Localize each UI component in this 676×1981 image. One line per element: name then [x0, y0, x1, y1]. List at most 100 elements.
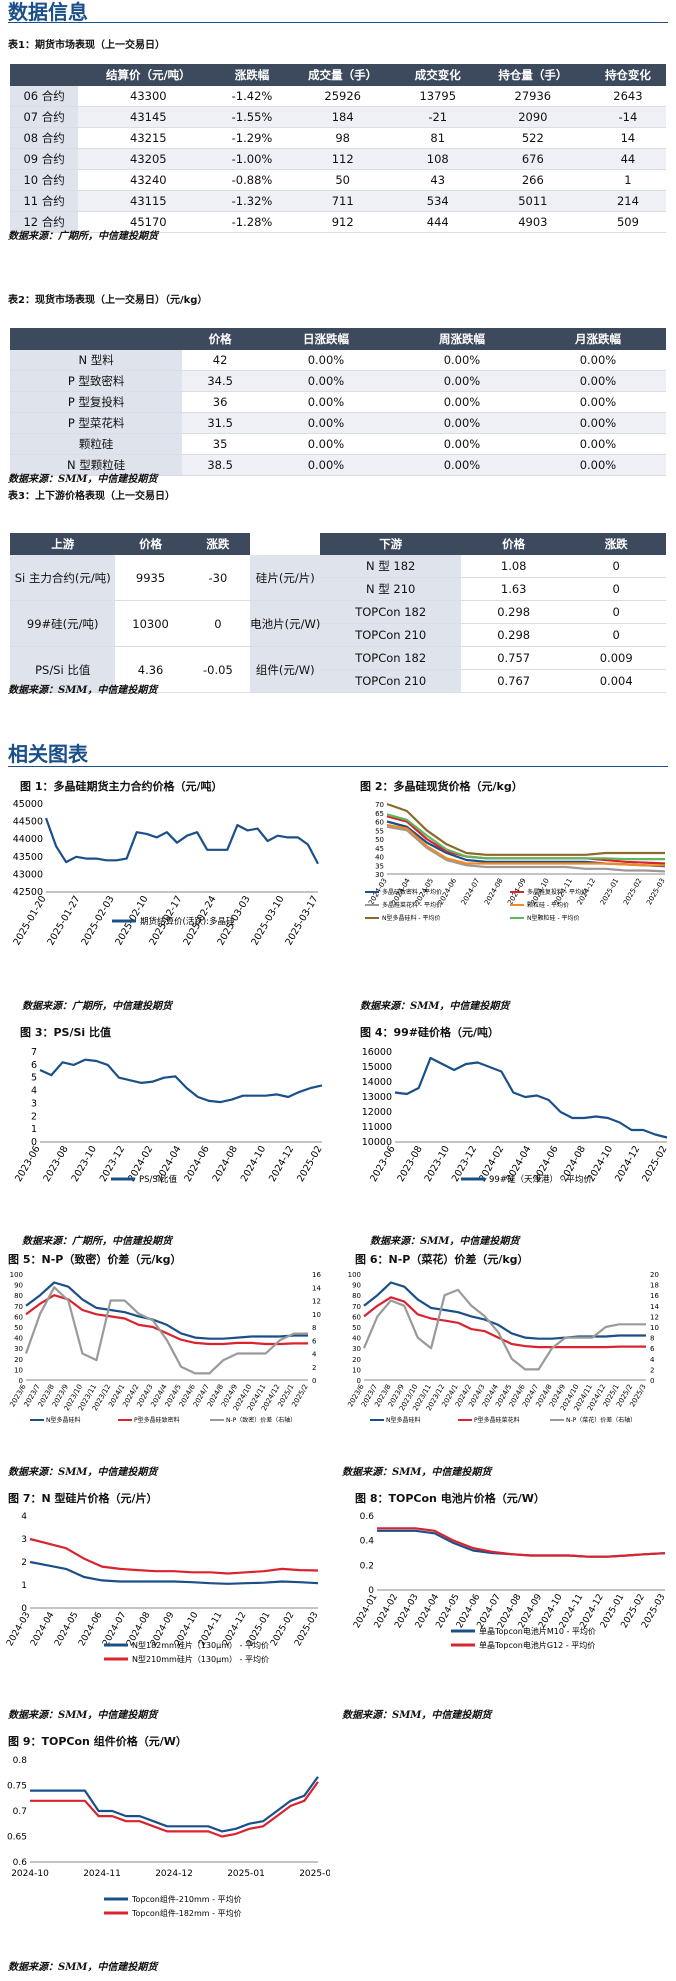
x-tick-label: 2023-10: [423, 1144, 452, 1184]
y-tick-label: 50: [14, 1324, 23, 1332]
x-tick-label: 2025-01-27: [45, 894, 82, 947]
chart-1: 42500 43000 43500 44000 44500 45000 2025-01-20…: [11, 799, 320, 947]
downstream-item: TOPCon 182: [320, 646, 461, 670]
series-line: [44, 817, 319, 865]
col-header: 周涨跌幅: [393, 328, 530, 350]
figure-5-title: 图 5：N-P（致密）价差（元/kg）: [8, 1253, 182, 1266]
series-line: [30, 1781, 319, 1838]
x-tick-label: 2025-02-03: [79, 894, 116, 947]
y-tick-label: 20: [14, 1356, 23, 1364]
table-cell: 0.00%: [257, 454, 394, 476]
table-cell: 12 合约: [10, 211, 79, 233]
y2-tick-label: 6: [650, 1345, 655, 1353]
table-cell: 44: [589, 148, 666, 170]
y-tick-label: 60: [14, 1313, 23, 1321]
y-tick-label: 0: [19, 1377, 23, 1385]
y-tick-label: 12000: [362, 1107, 392, 1118]
table-row: 09 合约 43205 -1.00% 112 108 676 44: [10, 148, 666, 170]
upstream-price: 4.36: [115, 646, 186, 693]
table-cell: -1.55%: [218, 106, 286, 128]
y-tick-label: 40: [375, 854, 384, 862]
figure-8-title: 图 8：TOPCon 电池片价格（元/W）: [355, 1492, 545, 1505]
series-line: [363, 1296, 646, 1349]
legend-label: 多晶硅致密料 - 平均价: [382, 888, 442, 896]
table-cell: 14: [589, 127, 666, 149]
table-cell: 0.00%: [529, 454, 666, 476]
x-tick-label: 2025-02: [622, 877, 644, 906]
table-cell: 0.00%: [529, 370, 666, 392]
series-line: [25, 1281, 308, 1340]
figure-6-source: 数据来源：SMM，中信建投期货: [342, 1467, 492, 1478]
y-tick-label: 70: [14, 1303, 23, 1311]
header-row: 结算价（元/吨） 涨跌幅 成交量（手） 成交变化 持仓量（手） 持仓变化: [10, 64, 666, 86]
table-cell: 43: [399, 169, 476, 191]
legend-label: N-P（致密）价差（右轴）: [226, 1416, 296, 1424]
y2-tick-label: 2: [312, 1364, 316, 1372]
table-cell: 0.00%: [257, 370, 394, 392]
y-tick-label: 0: [21, 1604, 27, 1614]
y-tick-label: 0: [31, 1137, 37, 1148]
y2-tick-label: 12: [650, 1313, 659, 1321]
table-cell: 43205: [78, 148, 219, 170]
table-cell: 0.00%: [393, 412, 530, 434]
series-line: [394, 1056, 668, 1139]
series-line: [377, 1527, 666, 1558]
legend-label: N型210mm硅片（130μm） - 平均价: [132, 1654, 269, 1664]
downstream-price: 0.757: [460, 646, 567, 670]
table-cell: 0.00%: [257, 391, 394, 413]
table3-caption: 表3：上下游价格表现（上一交易日）: [8, 491, 175, 502]
downstream-change: 0.004: [566, 669, 666, 693]
x-tick-label: 2024-12: [267, 1144, 296, 1184]
series-line: [25, 1294, 308, 1346]
y-tick-label: 2: [21, 1558, 27, 1568]
downstream-price: 0.767: [460, 669, 567, 693]
x-tick-label: 2023-10: [70, 1144, 99, 1184]
downstream-group: 电池片(元/W): [250, 600, 321, 647]
y-tick-label: 30: [375, 871, 384, 879]
y2-tick-label: 14: [650, 1303, 659, 1311]
table-row: Si 主力合约(元/吨) 9935 -30 硅片(元/片) N 型 182 1.08 0: [10, 555, 666, 601]
table1-source: 数据来源：广期所，中信建投期货: [8, 231, 158, 242]
table-cell: 0.00%: [257, 412, 394, 434]
y-tick-label: 44500: [13, 817, 43, 828]
table-cell: 912: [285, 211, 400, 233]
table-cell: 0.00%: [529, 412, 666, 434]
legend-label: PS/Si比值: [139, 1174, 178, 1185]
y-tick-label: 14000: [362, 1077, 392, 1088]
table-row: PS/Si 比值 4.36 -0.05 组件(元/W) TOPCon 182 0.757 0…: [10, 646, 666, 693]
header-row: 价格 日涨跌幅 周涨跌幅 月涨跌幅: [10, 328, 666, 350]
y-tick-label: 0.6: [360, 1512, 375, 1522]
figure-9-title: 图 9：TOPCon 组件价格（元/W）: [8, 1735, 187, 1748]
chain-table: 上游 价格 涨跌 下游 价格 涨跌 Si 主力合约(元/吨) 9935 -30 硅片(元/片) N …: [10, 533, 666, 693]
table-cell: 81: [399, 127, 476, 149]
chart-5: 010203040506070809010002468101214162023/…: [8, 1271, 321, 1424]
col-header: 下游: [320, 533, 461, 555]
y-tick-label: 80: [14, 1292, 23, 1300]
y-tick-label: 90: [14, 1282, 23, 1290]
table-row: 12 合约 45170 -1.28% 912 444 4903 509: [10, 211, 666, 233]
legend-label: Topcon组件-210mm - 平均价: [131, 1894, 242, 1904]
y-tick-label: 2: [31, 1111, 37, 1122]
y-tick-label: 60: [352, 1313, 361, 1321]
y-tick-label: 0.4: [360, 1537, 375, 1547]
downstream-change: 0: [566, 623, 666, 647]
x-tick-label: 2023-06: [13, 1144, 42, 1184]
table-row: TOPCon 210 0.298 0: [10, 623, 666, 647]
table1-caption: 表1：期货市场表现（上一交易日）: [8, 40, 165, 51]
table-cell: P 型菜花料: [10, 412, 183, 434]
y-tick-label: 15000: [362, 1062, 392, 1073]
x-tick-label: 2024-11: [83, 1869, 121, 1879]
figure-3-title: 图 3：PS/Si 比值: [20, 1026, 112, 1039]
table-cell: -1.42%: [218, 86, 286, 107]
y-tick-label: 0.6: [13, 1858, 28, 1868]
y-tick-label: 10: [352, 1366, 361, 1374]
legend-label: N型多晶硅料 - 平均价: [382, 914, 440, 922]
chart-4: 10000 11000 12000 13000 14000 15000 16000 2023-…: [362, 1047, 670, 1185]
table3-source: 数据来源：SMM，中信建投期货: [8, 685, 158, 696]
table-cell: 184: [285, 106, 400, 128]
figure-2-source: 数据来源：SMM，中信建投期货: [360, 1001, 510, 1012]
table-cell: 112: [285, 148, 400, 170]
y-tick-label: 0.65: [7, 1833, 27, 1843]
series-line: [39, 1058, 323, 1104]
downstream-change: 0.009: [566, 646, 666, 670]
